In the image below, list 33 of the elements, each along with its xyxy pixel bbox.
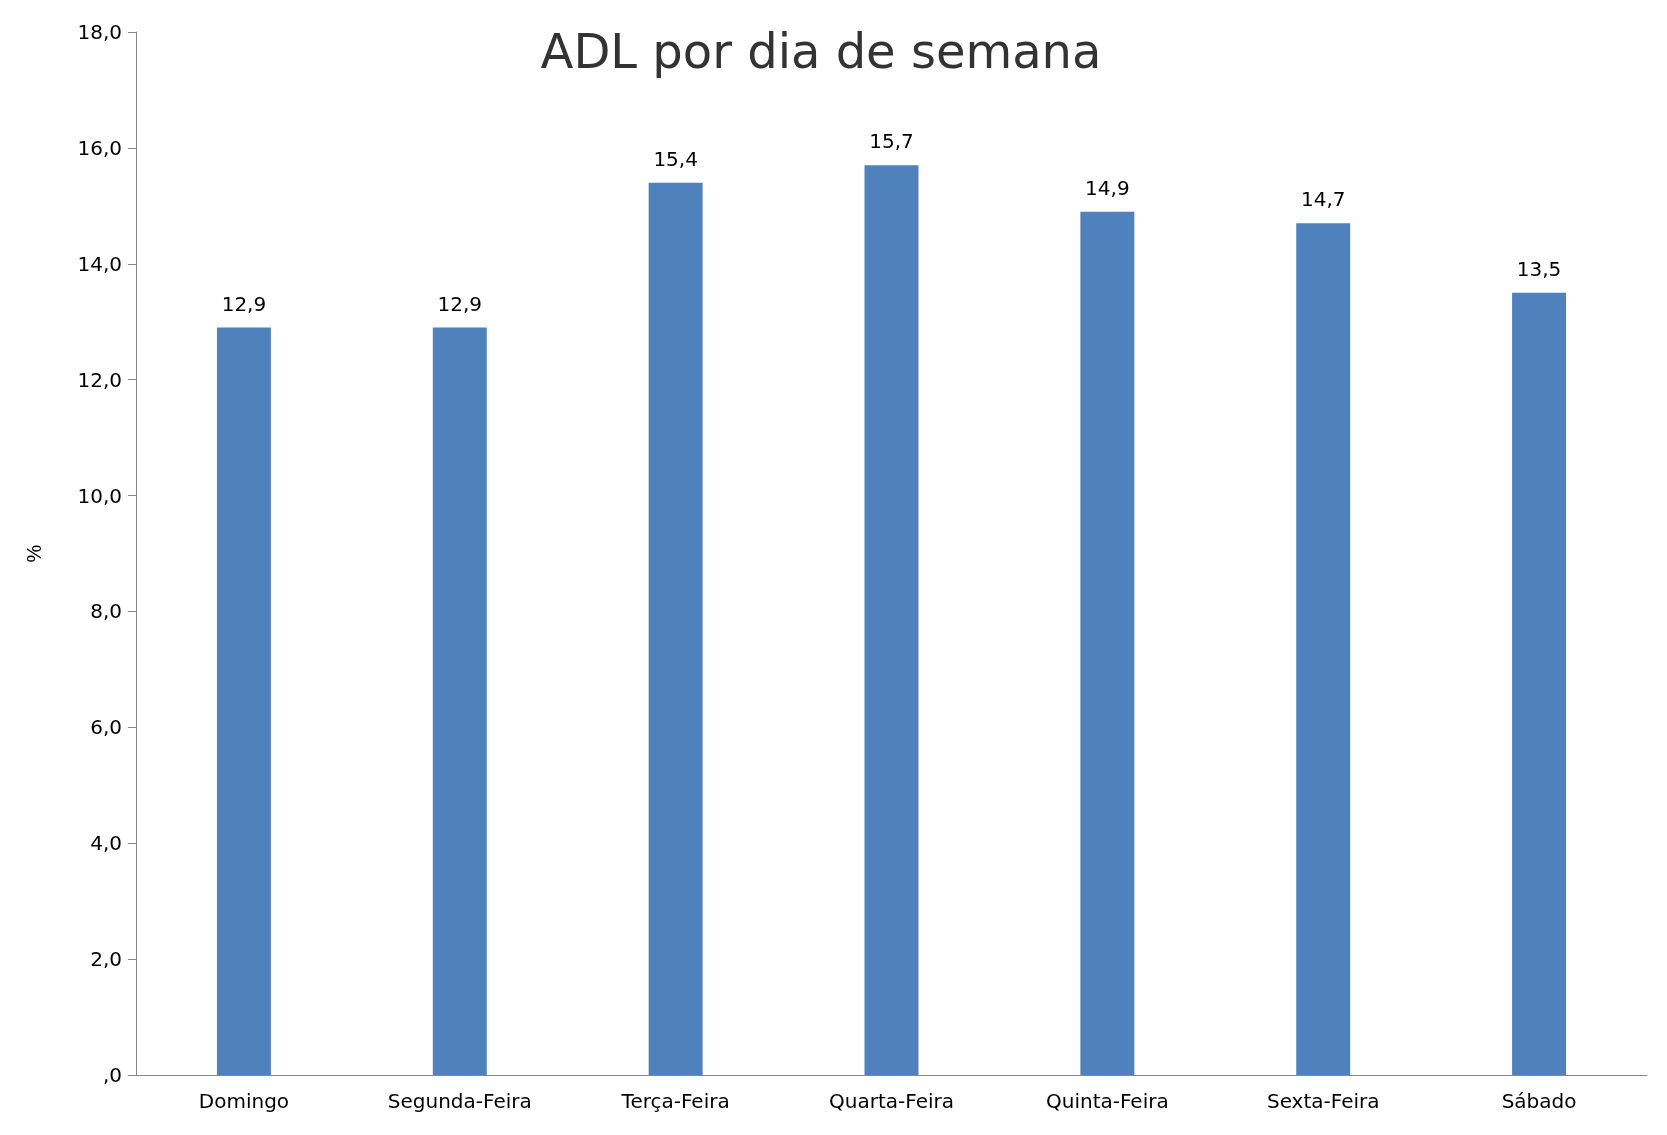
y-tick-label: ,0: [102, 1063, 122, 1087]
y-axis-title: %: [23, 544, 45, 563]
x-tick-label: Terça-Feira: [620, 1089, 730, 1113]
y-tick-label: 10,0: [77, 483, 122, 508]
x-tick-label: Domingo: [198, 1089, 290, 1113]
x-tick-label: Sábado: [1501, 1089, 1577, 1113]
y-tick-label: 12,0: [77, 367, 122, 392]
y-tick-label: 14,0: [77, 251, 122, 276]
bar: [648, 182, 703, 1075]
bar: [216, 327, 271, 1075]
data-label: 15,7: [869, 129, 914, 154]
y-tick-label: 18,0: [77, 20, 122, 44]
y-tick-label: 16,0: [77, 135, 122, 160]
y-tick-label: 2,0: [90, 947, 122, 972]
y-tick-label: 4,0: [90, 831, 122, 856]
data-label: 12,9: [437, 291, 483, 316]
x-tick-label: Segunda-Feira: [387, 1089, 532, 1113]
data-label: 14,7: [1300, 187, 1346, 212]
bar: [1080, 211, 1135, 1075]
data-label: 12,9: [221, 291, 267, 316]
bar: [864, 165, 919, 1075]
x-tick-label: Sexta-Feira: [1266, 1089, 1380, 1113]
data-label: 13,5: [1516, 256, 1562, 281]
data-label: 15,4: [653, 146, 698, 171]
bar: [1512, 292, 1567, 1075]
x-tick-label: Quinta-Feira: [1046, 1089, 1169, 1113]
chart-title: ADL por dia de semana: [540, 23, 1102, 79]
data-label: 14,9: [1085, 175, 1130, 200]
y-tick-label: 6,0: [90, 715, 122, 740]
y-tick-label: 8,0: [90, 599, 122, 624]
bar: [1296, 223, 1351, 1075]
bar: [432, 327, 487, 1075]
x-tick-label: Quarta-Feira: [829, 1089, 954, 1113]
